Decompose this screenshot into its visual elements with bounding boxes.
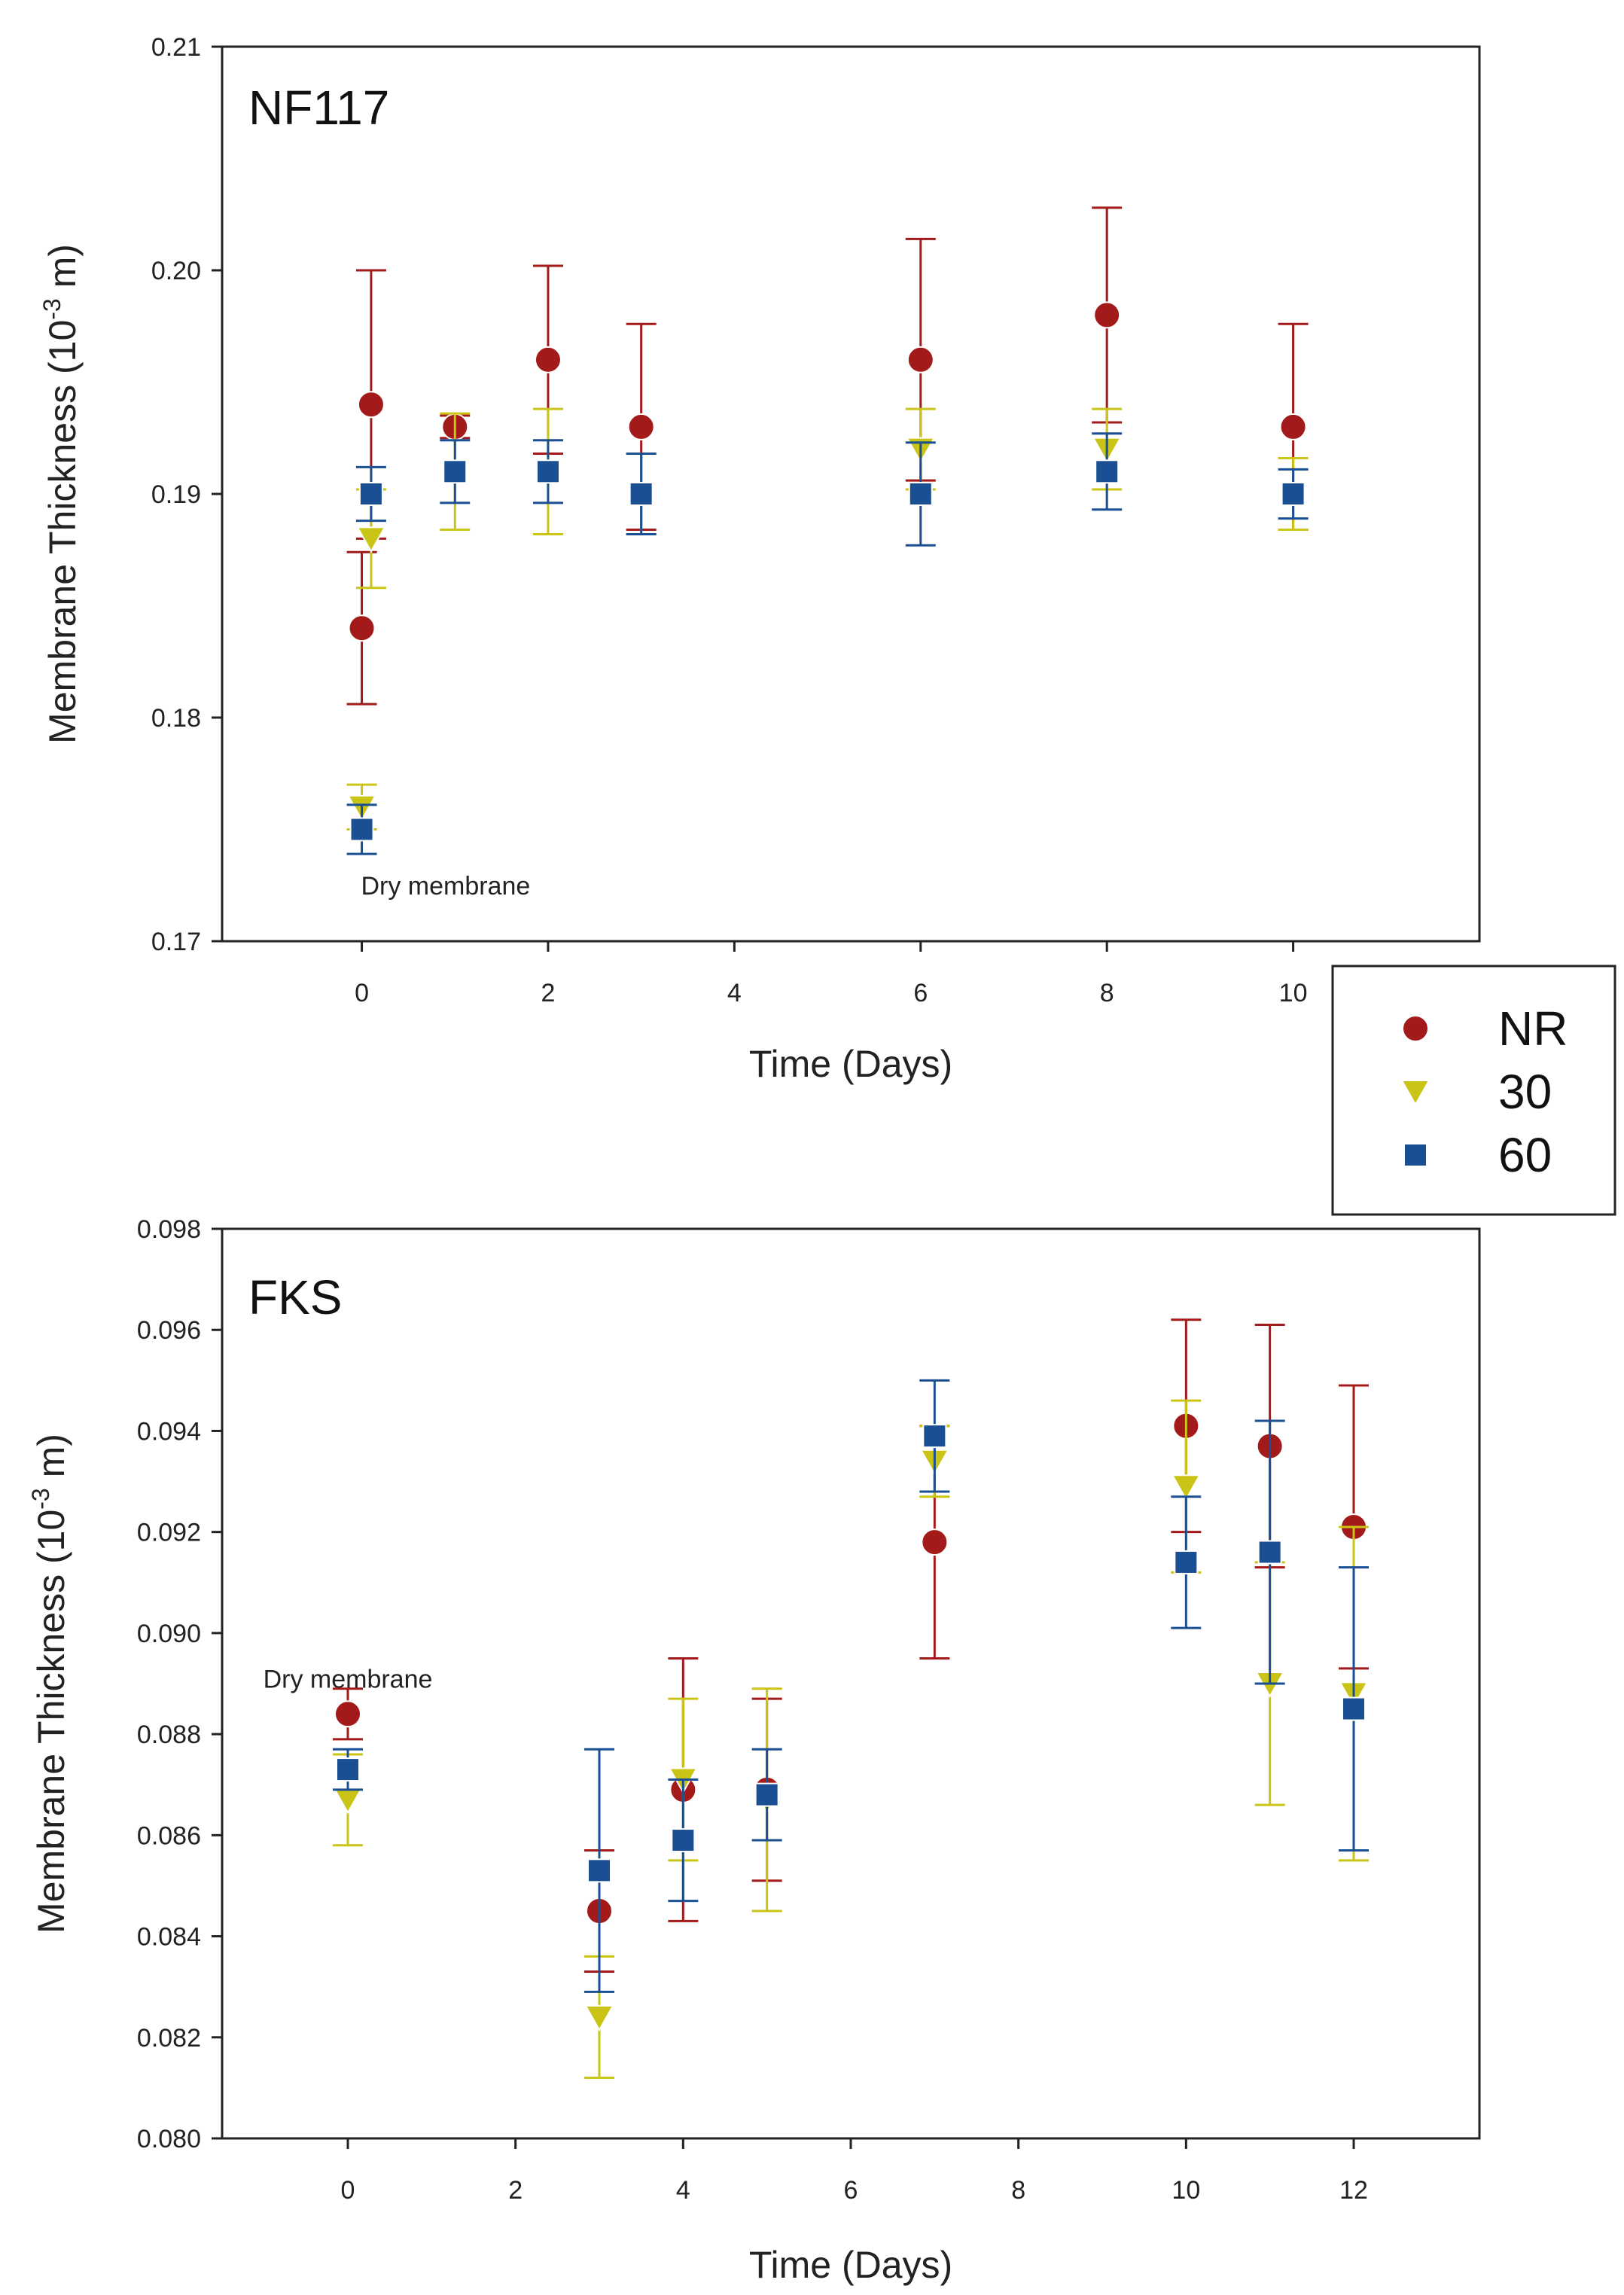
x-tick-label: 10 xyxy=(1172,2176,1200,2205)
data-point xyxy=(1281,482,1306,506)
data-point xyxy=(1342,1696,1366,1721)
x-tick-label: 0 xyxy=(341,2176,355,2205)
legend-marker xyxy=(1402,1015,1429,1042)
legend-item-60: 60 xyxy=(1403,1128,1552,1182)
data-point xyxy=(1095,459,1120,484)
data-point xyxy=(629,482,654,506)
x-tick-label: 8 xyxy=(1100,979,1114,1007)
x-axis-title: Time (Days) xyxy=(749,2244,952,2286)
x-tick-label: 2 xyxy=(508,2176,523,2205)
y-axis-title: Membrane Thickness (10-3 m) xyxy=(27,1434,72,1934)
legend-label: 30 xyxy=(1498,1065,1552,1119)
y-tick-label: 0.088 xyxy=(137,1720,201,1749)
x-tick-label: 4 xyxy=(676,2176,690,2205)
legend-item-NR: NR xyxy=(1402,1001,1568,1056)
x-tick-label: 12 xyxy=(1339,2176,1368,2205)
panel-title: NF117 xyxy=(248,81,389,135)
y-tick-label: 0.17 xyxy=(151,928,201,956)
x-tick-label: 4 xyxy=(727,979,742,1007)
data-point xyxy=(627,413,655,440)
data-point xyxy=(336,1757,360,1782)
y-tick-label: 0.094 xyxy=(137,1417,201,1446)
data-point xyxy=(587,1858,611,1883)
data-point xyxy=(1257,1540,1282,1565)
y-tick-label: 0.18 xyxy=(151,704,201,733)
series-30 xyxy=(346,407,1309,831)
legend-item-30: 30 xyxy=(1400,1065,1552,1119)
y-tick-label: 0.096 xyxy=(137,1316,201,1345)
series-NR xyxy=(333,1318,1369,1973)
y-tick-label: 0.21 xyxy=(151,33,201,62)
data-point xyxy=(349,817,374,842)
y-axis-title: Membrane Thickness (10-3 m) xyxy=(38,244,84,744)
nf117-panel: 0.17 0.18 0.19 0.20 0.21 0 2 4 6 8 10 Time (Days) Me… xyxy=(38,33,1481,1085)
data-point xyxy=(535,459,560,484)
x-tick-label: 2 xyxy=(541,979,556,1007)
x-tick-label: 10 xyxy=(1279,979,1308,1007)
y-tick-label: 0.086 xyxy=(137,1821,201,1850)
legend-box xyxy=(1331,965,1616,1216)
data-point xyxy=(348,614,376,642)
series-NR xyxy=(346,206,1309,706)
data-point xyxy=(1174,1550,1199,1574)
x-tick-label: 8 xyxy=(1011,2176,1025,2205)
legend-label: NR xyxy=(1498,1001,1568,1056)
data-point xyxy=(908,482,933,506)
data-point xyxy=(671,1828,696,1853)
data-point xyxy=(1279,413,1307,440)
x-axis-title: Time (Days) xyxy=(749,1043,952,1085)
data-point xyxy=(534,346,562,373)
legend-marker xyxy=(1403,1143,1427,1167)
data-point xyxy=(356,526,386,553)
y-tick-label: 0.084 xyxy=(137,1923,201,1952)
data-point xyxy=(584,2004,614,2031)
y-tick-label: 0.080 xyxy=(137,2125,201,2153)
data-point xyxy=(922,1424,947,1449)
data-point xyxy=(357,391,385,419)
data-point xyxy=(1171,1474,1202,1501)
data-point xyxy=(333,1788,363,1815)
y-tick-label: 0.20 xyxy=(151,257,201,285)
x-tick-label: 6 xyxy=(913,979,928,1007)
legend-label: 60 xyxy=(1498,1128,1552,1182)
series-60 xyxy=(346,432,1309,855)
data-point xyxy=(443,459,468,484)
legend-marker xyxy=(1400,1080,1431,1107)
data-point xyxy=(358,482,383,506)
x-tick-label: 6 xyxy=(844,2176,858,2205)
panel-title: FKS xyxy=(248,1270,342,1324)
fks-panel: 0.080 0.082 0.084 0.086 0.088 0.090 0.092 0.094… xyxy=(27,1215,1481,2286)
y-tick-label: 0.19 xyxy=(151,480,201,509)
y-tick-label: 0.098 xyxy=(137,1215,201,1244)
data-point xyxy=(754,1782,779,1807)
x-tick-label: 0 xyxy=(355,979,369,1007)
data-point xyxy=(1093,301,1121,329)
y-tick-label: 0.082 xyxy=(137,2024,201,2053)
data-point xyxy=(906,346,934,373)
data-point xyxy=(921,1528,949,1556)
series-30 xyxy=(333,1399,1369,2079)
series-60 xyxy=(333,1379,1369,1993)
data-point xyxy=(334,1700,361,1728)
y-tick-label: 0.092 xyxy=(137,1519,201,1547)
dry-membrane-annotation: Dry membrane xyxy=(361,872,530,901)
y-tick-label: 0.090 xyxy=(137,1620,201,1648)
legend: NR 30 60 xyxy=(1331,965,1616,1216)
